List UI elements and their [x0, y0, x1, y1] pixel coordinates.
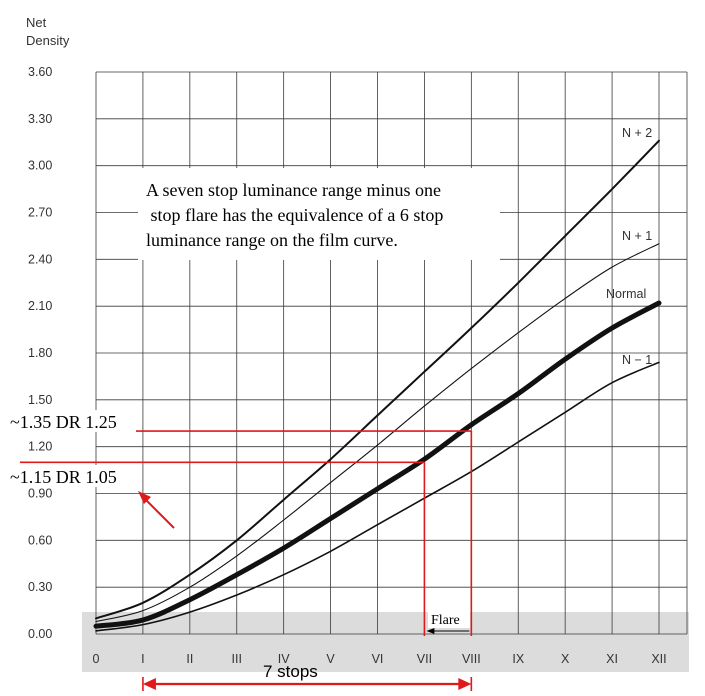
y-tick-label: 0.30 — [28, 580, 52, 594]
pointer-arrow-head — [138, 491, 151, 504]
x-tick-label: X — [561, 652, 570, 666]
series-line — [95, 139, 660, 620]
x-tick-label: IX — [512, 652, 524, 666]
series-line — [95, 361, 660, 632]
y-axis-label-line2: Density — [26, 33, 70, 48]
note-box — [138, 168, 500, 260]
y-tick-label: 3.00 — [28, 159, 52, 173]
chart-grid — [95, 71, 688, 635]
upper-dr-label-bg — [6, 410, 136, 432]
y-tick-label: 1.50 — [28, 393, 52, 407]
x-tick-label: IV — [278, 652, 290, 666]
y-axis-label-line1: Net — [26, 15, 47, 30]
x-tick-label: I — [141, 652, 144, 666]
x-tick-labels: 0 I II III IV V VI VII VIII IX X XI XII — [93, 652, 667, 666]
y-tick-label: 3.30 — [28, 112, 52, 126]
x-tick-label: 0 — [93, 652, 100, 666]
upper-dr-label: ~1.35 DR 1.25 — [10, 412, 117, 432]
y-tick-label: 2.40 — [28, 252, 52, 266]
x-tick-label: XII — [651, 652, 666, 666]
base-fog-band — [82, 612, 689, 672]
lower-dr-label: ~1.15 DR 1.05 — [10, 467, 117, 487]
note-line-1: A seven stop luminance range minus one — [146, 180, 441, 200]
flare-label-bg — [428, 611, 470, 628]
y-tick-label: 2.10 — [28, 299, 52, 313]
series-label: Normal — [606, 287, 646, 301]
series-line — [95, 243, 660, 623]
flare-label: Flare — [431, 613, 460, 628]
y-tick-label: 3.60 — [28, 65, 52, 79]
x-tick-label: V — [326, 652, 335, 666]
y-tick-label: 0.90 — [28, 487, 52, 501]
x-tick-label: III — [232, 652, 242, 666]
x-tick-label: VI — [372, 652, 384, 666]
stops-label: 7 stops — [263, 662, 318, 681]
x-tick-label: II — [186, 652, 193, 666]
x-tick-label: VIII — [462, 652, 481, 666]
note-line-2: stop flare has the equivalence of a 6 st… — [146, 205, 443, 225]
stops-arrow-left — [142, 678, 156, 690]
stops-arrow-right — [458, 678, 472, 690]
y-tick-label: 1.80 — [28, 346, 52, 360]
curve-layer: N + 2 N + 1 Normal N − 1 — [93, 126, 662, 632]
lower-dr-label-bg — [6, 465, 136, 487]
y-tick-label: 0.60 — [28, 533, 52, 547]
note-line-3: luminance range on the film curve. — [146, 230, 398, 250]
flare-arrow-head — [426, 628, 435, 634]
y-tick-label: 1.20 — [28, 440, 52, 454]
series-label: N + 1 — [622, 229, 652, 243]
pointer-arrow-shaft — [145, 499, 175, 529]
series-label: N + 2 — [622, 126, 652, 140]
x-tick-label: VII — [417, 652, 432, 666]
x-tick-label: XI — [606, 652, 618, 666]
y-tick-label: 2.70 — [28, 206, 52, 220]
series-label: N − 1 — [622, 353, 652, 367]
y-tick-labels: 3.60 3.30 3.00 2.70 2.40 2.10 1.80 1.50 1.20 0.90… — [28, 65, 52, 641]
series-line — [93, 300, 662, 629]
y-tick-label: 0.00 — [28, 627, 52, 641]
